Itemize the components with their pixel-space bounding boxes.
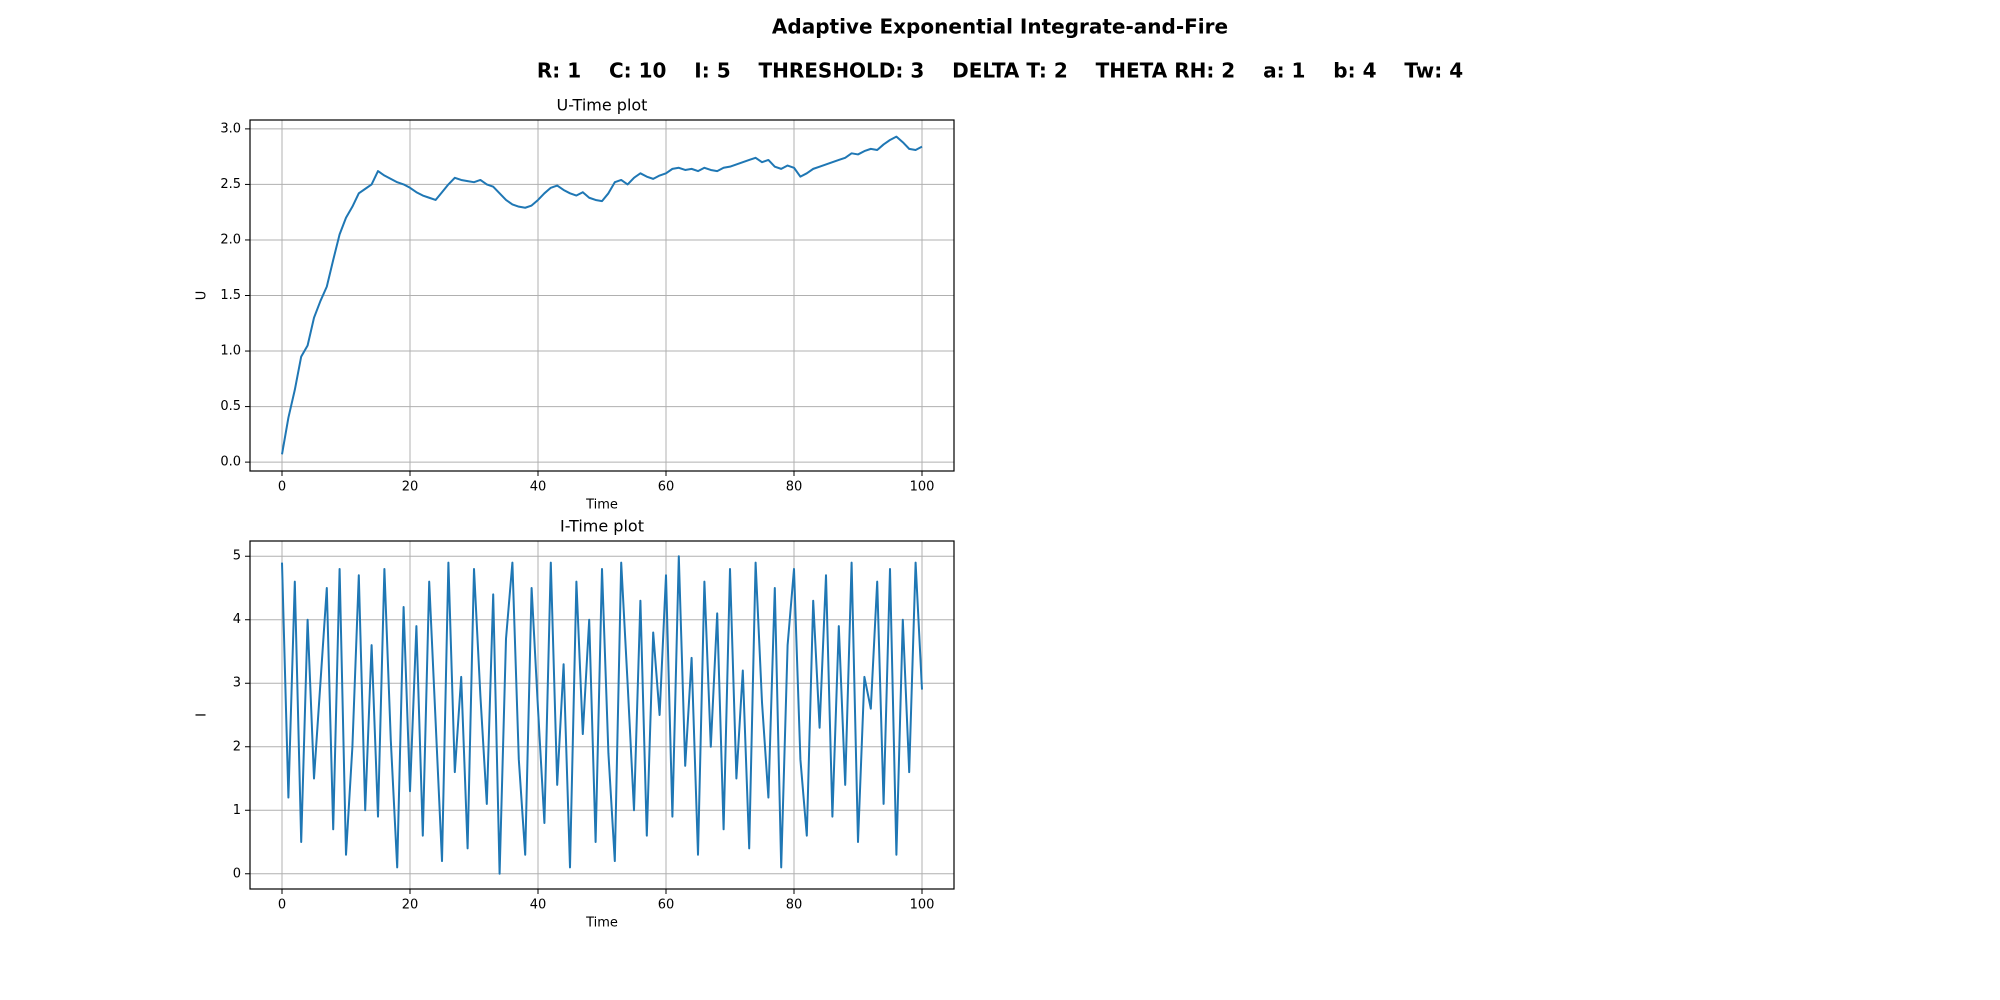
y-tick-label: 3	[233, 676, 241, 691]
y-tick-label: 2	[233, 739, 241, 754]
y-tick-label: 2.0	[220, 232, 241, 247]
data-line	[281, 555, 923, 875]
y-axis-label: I	[195, 713, 210, 717]
axes-frame	[249, 540, 955, 890]
y-tick-label: 1.0	[220, 344, 241, 359]
x-tick-label: 80	[786, 480, 803, 495]
y-tick-label: 5	[233, 549, 241, 564]
y-tick-label: 0.0	[220, 455, 241, 470]
y-tick-label: 1.5	[220, 288, 241, 303]
figure-subtitle: R: 1 C: 10 I: 5 THRESHOLD: 3 DELTA T: 2 …	[537, 59, 1463, 83]
panel-title: U-Time plot	[557, 96, 648, 115]
x-tick-label: 20	[402, 480, 419, 495]
axes-frame	[249, 119, 955, 472]
y-tick-label: 3.0	[220, 121, 241, 136]
x-tick-label: 60	[658, 898, 675, 913]
data-line	[281, 135, 923, 455]
y-tick-label: 4	[233, 612, 241, 627]
y-axis-label: U	[195, 291, 210, 301]
x-tick-label: 40	[530, 898, 547, 913]
y-tick-label: 2.5	[220, 177, 241, 192]
figure-title: Adaptive Exponential Integrate-and-Fire	[772, 15, 1228, 39]
x-tick-label: 20	[402, 898, 419, 913]
x-tick-label: 0	[278, 480, 286, 495]
x-tick-label: 40	[530, 480, 547, 495]
panel-title: I-Time plot	[560, 517, 644, 536]
y-tick-label: 1	[233, 803, 241, 818]
x-tick-label: 0	[278, 898, 286, 913]
y-tick-label: 0.5	[220, 399, 241, 414]
y-tick-label: 0	[233, 866, 241, 881]
x-tick-label: 100	[910, 898, 935, 913]
x-tick-label: 80	[786, 898, 803, 913]
x-axis-label: Time	[585, 498, 618, 513]
x-tick-label: 100	[910, 480, 935, 495]
x-axis-label: Time	[585, 916, 618, 931]
x-tick-label: 60	[658, 480, 675, 495]
